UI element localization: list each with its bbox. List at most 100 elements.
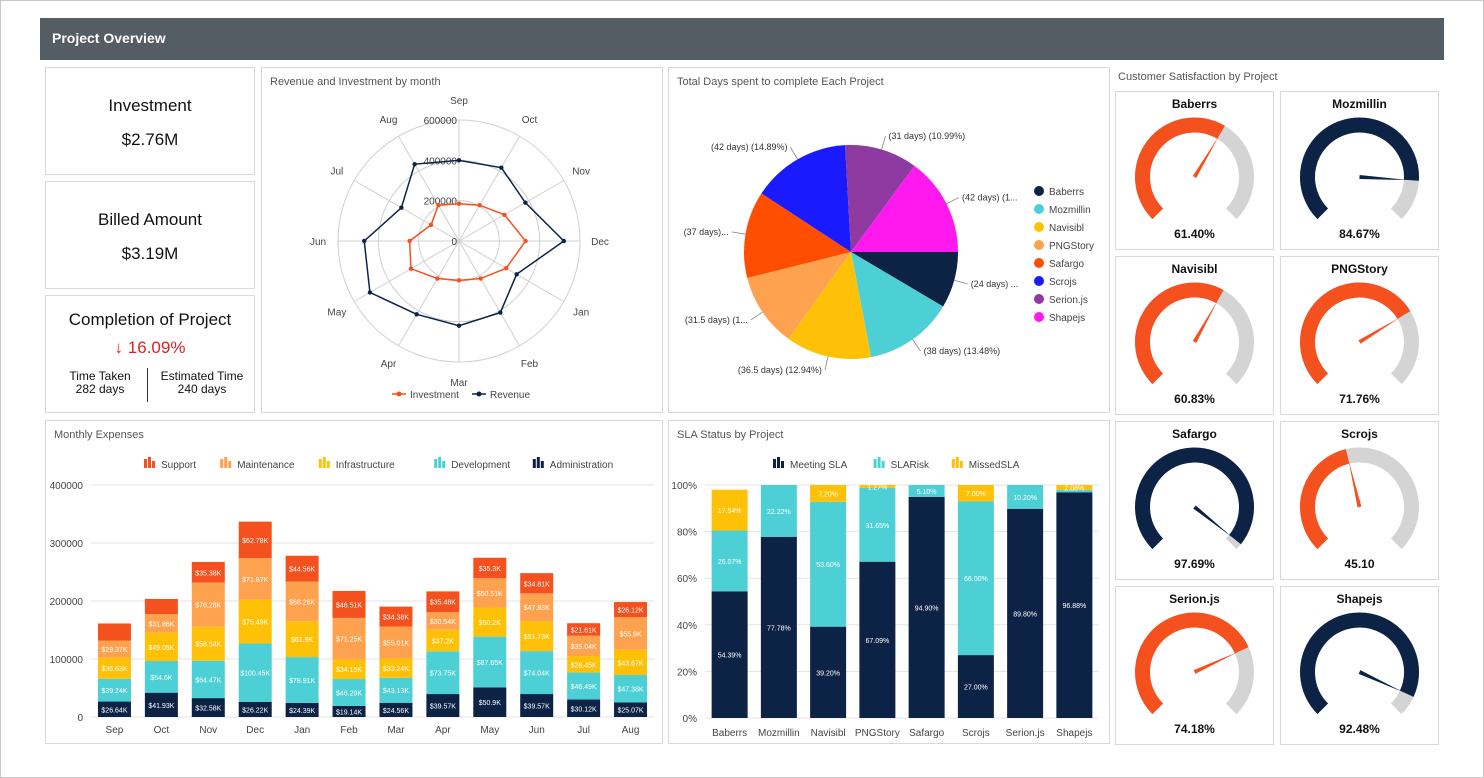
legend-marker — [536, 457, 540, 468]
bar-data-label: $35.04K — [571, 644, 597, 651]
bar-segment — [711, 591, 748, 718]
pie-data-label: (24 days) ... — [971, 279, 1019, 289]
bar-data-label: $58.54K — [195, 642, 221, 649]
bar-data-label: $24.39K — [289, 708, 315, 715]
pie-data-label: (31 days) (10.99%) — [889, 131, 966, 141]
radar-spoke — [398, 240, 460, 347]
bar-segment — [1056, 489, 1093, 493]
y-tick-label: 100000 — [50, 655, 84, 666]
bar-data-label: $50.9K — [479, 700, 502, 707]
time-taken: Time Taken 282 days — [54, 370, 146, 396]
bar-segment — [332, 705, 366, 717]
gauge-chart: Baberrs 61.40% — [1135, 97, 1254, 241]
bar-data-label: $71.25K — [336, 637, 362, 644]
bar-segment — [859, 487, 896, 562]
radar-tick-label: 0 — [451, 237, 457, 248]
x-tick-label: Safargo — [909, 728, 944, 739]
gauge-card: PNGStory 71.76% — [1280, 256, 1439, 415]
bar-data-label: $26.12K — [617, 608, 643, 615]
bar-data-label: $39.57K — [430, 704, 456, 711]
radar-month-label: Jan — [573, 308, 589, 319]
expenses-chart-panel: Monthly Expenses 400000 300000 200000 10000… — [45, 420, 663, 744]
bar-data-label: $73.75K — [430, 671, 456, 678]
bar-data-label: 94.90% — [915, 605, 939, 612]
legend-label: SLARisk — [891, 460, 930, 471]
x-tick-label: Apr — [435, 725, 451, 736]
legend-marker — [442, 461, 446, 468]
bar-segment — [810, 501, 847, 627]
radar-point — [503, 266, 509, 271]
bar-segment — [473, 607, 507, 637]
radar-point — [412, 161, 417, 167]
bar-segment — [473, 578, 507, 608]
radar-point — [523, 238, 528, 244]
bar-segment — [285, 621, 319, 658]
bar-segment — [859, 484, 896, 488]
legend-marker — [434, 459, 438, 468]
pie-legend-marker — [1034, 222, 1044, 232]
gauge-value-label: 92.48% — [1339, 722, 1380, 736]
bar-segment — [238, 643, 272, 702]
legend-marker — [148, 457, 151, 468]
pie-slice — [851, 252, 944, 358]
radar-point — [478, 276, 483, 281]
bar-segment — [238, 701, 272, 717]
arrow-down-icon: ↓ — [114, 338, 124, 357]
sla-chart-panel: SLA Status by Project 100% 80% 60% 40% 20% 0%… — [668, 420, 1110, 744]
bar-segment — [760, 485, 797, 537]
bar-data-label: 7.00% — [966, 491, 986, 498]
bar-data-label: $51.73K — [524, 634, 550, 641]
bar-segment — [379, 658, 413, 678]
legend-marker — [959, 461, 963, 468]
gauge-title: Serion.js — [1169, 592, 1220, 606]
bar-data-label: $41.93K — [148, 703, 174, 710]
completion-value-row: ↓ 16.09% — [46, 338, 254, 358]
pie-leader — [954, 279, 968, 285]
x-tick-label: Scrojs — [962, 728, 990, 739]
bar-data-label: $46.49K — [571, 684, 597, 691]
legend-label: Maintenance — [237, 460, 295, 471]
bar-data-label: $61.9K — [291, 637, 314, 644]
radar-month-label: Dec — [591, 237, 609, 248]
bar-data-label: $37.2K — [432, 638, 455, 645]
time-taken-label: Time Taken — [69, 369, 131, 383]
bar-segment — [1007, 485, 1044, 509]
bar-data-label: $25.07K — [617, 708, 643, 715]
bar-data-label: $35.38K — [195, 570, 221, 577]
x-tick-label: Sep — [106, 725, 124, 736]
radar-point — [498, 310, 503, 315]
pie-legend-marker — [1034, 204, 1044, 214]
bar-segment — [957, 655, 994, 718]
bar-data-label: $21.61K — [571, 627, 597, 634]
radar-month-label: Aug — [380, 115, 398, 126]
gauge-title: Mozmillin — [1332, 97, 1387, 111]
y-tick-label: 20% — [677, 667, 697, 678]
radar-point — [456, 323, 462, 328]
bar-segment — [379, 626, 413, 659]
bar-data-label: $35.3K — [479, 566, 502, 573]
gauge-value-label: 60.83% — [1174, 392, 1215, 406]
pie-legend-marker — [1034, 294, 1044, 304]
bar-data-label: $35.48K — [430, 600, 456, 607]
gauge-value-label: 84.67% — [1339, 227, 1380, 241]
radar-chart-title: Revenue and Investment by month — [270, 76, 441, 88]
pie-slice — [747, 252, 851, 339]
radar-tick-label: 200000 — [424, 197, 458, 208]
bar-segment — [1007, 508, 1044, 718]
pie-legend-label: Scrojs — [1049, 277, 1077, 288]
pie-slice — [761, 145, 851, 252]
bar-data-label: 7.20% — [818, 491, 838, 498]
gauge-needle — [1193, 651, 1239, 674]
gauge-card: Navisibl 60.83% — [1115, 256, 1274, 415]
radar-point — [428, 222, 434, 228]
bar-segment — [97, 701, 131, 717]
radar-month-label: Nov — [572, 167, 590, 178]
legend-label: MissedSLA — [969, 460, 1020, 471]
gauge-card: Mozmillin 84.67% — [1280, 91, 1439, 250]
investment-value: $2.76M — [121, 130, 179, 149]
bar-data-label: 2.08% — [1064, 485, 1084, 492]
pie-legend-marker — [1034, 186, 1044, 196]
gauge-value-arc — [1300, 282, 1411, 385]
bar-segment — [859, 561, 896, 718]
bar-segment — [520, 651, 554, 695]
